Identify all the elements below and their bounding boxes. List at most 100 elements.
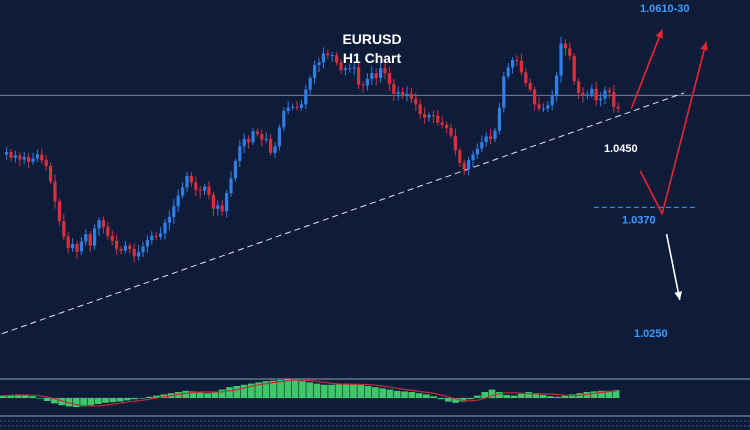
indicator-bar: [226, 387, 233, 398]
candle-body: [519, 60, 523, 73]
candle-body: [137, 252, 141, 257]
candle-body: [506, 67, 510, 77]
candle-body: [62, 221, 66, 237]
candle-body: [282, 110, 286, 128]
candle-body: [581, 92, 585, 96]
level-label: 1.0370: [622, 214, 656, 226]
candle-body: [66, 236, 70, 249]
candle-body: [550, 96, 554, 106]
indicator-bar: [415, 393, 423, 398]
level-label: 1.0610-30: [640, 3, 690, 15]
indicator-bar: [350, 384, 357, 398]
indicator-bar: [291, 380, 299, 398]
indicator-bar: [612, 390, 620, 398]
candle-body: [299, 104, 303, 108]
candle-body: [277, 127, 281, 147]
indicator-bar: [342, 383, 350, 398]
indicator-bar: [590, 391, 598, 398]
candle-body: [159, 233, 163, 237]
candle-body: [497, 107, 501, 131]
indicator-bar: [496, 392, 503, 398]
candle-body: [251, 131, 255, 143]
candle-body: [559, 43, 563, 76]
indicator-bar: [72, 398, 80, 407]
candlestick-series: [5, 36, 620, 263]
candle-body: [528, 82, 532, 90]
candle-body: [458, 150, 462, 163]
indicator-bar: [554, 396, 562, 398]
candle-body: [471, 154, 475, 161]
indicator-bar: [189, 391, 197, 398]
candle-body: [502, 76, 506, 108]
candle-body: [511, 59, 515, 68]
candle-body: [79, 241, 83, 252]
candle-body: [467, 160, 471, 170]
candle-body: [97, 220, 101, 229]
indicator-bar: [269, 380, 277, 398]
candle-body: [31, 158, 35, 162]
indicator-bar: [196, 392, 204, 398]
candle-body: [40, 154, 44, 161]
candle-body: [612, 92, 616, 107]
candle-body: [71, 244, 75, 249]
candle-body: [343, 68, 347, 70]
indicator-bar: [474, 395, 481, 398]
candle-body: [167, 216, 171, 223]
candle-body: [484, 136, 488, 143]
indicator-bar: [320, 384, 328, 398]
candle-body: [238, 146, 242, 162]
level-label: 1.0250: [634, 328, 668, 340]
candle-body: [145, 239, 149, 247]
candle-body: [198, 189, 202, 191]
indicator-bar: [36, 398, 44, 399]
indicator-bar: [131, 398, 138, 400]
indicator-bar: [51, 398, 58, 404]
candle-body: [308, 78, 312, 90]
candle-body: [599, 98, 603, 101]
candle-body: [405, 93, 409, 97]
candle-body: [313, 64, 317, 79]
candle-body: [418, 104, 422, 115]
candle-body: [480, 142, 484, 149]
candle-body: [115, 240, 119, 249]
candle-body: [392, 83, 396, 94]
candle-body: [387, 73, 391, 84]
indicator-bar: [160, 394, 168, 398]
candle-body: [440, 122, 444, 125]
indicator-bar: [605, 390, 613, 398]
candle-body: [84, 234, 88, 242]
candle-body: [225, 193, 229, 212]
indicator-bar: [284, 379, 292, 398]
candle-body: [607, 90, 611, 93]
indicator-bar: [153, 395, 160, 398]
candle-body: [286, 107, 290, 111]
candle-body: [93, 228, 97, 246]
indicator-bar: [211, 392, 219, 398]
scenario-arrow-head: [655, 29, 663, 39]
indicator-bar: [218, 389, 226, 398]
candle-body: [242, 138, 246, 147]
indicator-bar: [255, 382, 262, 398]
indicator-signal-line: [3, 379, 617, 407]
indicator-bar: [525, 392, 532, 398]
indicator-bar: [532, 393, 540, 398]
indicator-bar: [437, 398, 445, 400]
indicator-bar: [29, 396, 36, 398]
candle-body: [13, 155, 17, 158]
indicator-bar: [379, 388, 386, 398]
candle-body: [229, 178, 233, 194]
indicator-bar: [503, 395, 510, 398]
candle-body: [577, 81, 581, 93]
candle-body: [291, 106, 295, 108]
indicator-bar: [386, 389, 394, 398]
indicator-bar: [145, 396, 153, 398]
candle-body: [5, 152, 9, 155]
candle-body: [211, 194, 215, 209]
candle-body: [489, 136, 493, 139]
indicator-bar: [481, 392, 489, 398]
scenario-arrow-line: [665, 234, 681, 301]
indicator-bar: [21, 395, 29, 398]
indicator-bar: [7, 395, 14, 398]
